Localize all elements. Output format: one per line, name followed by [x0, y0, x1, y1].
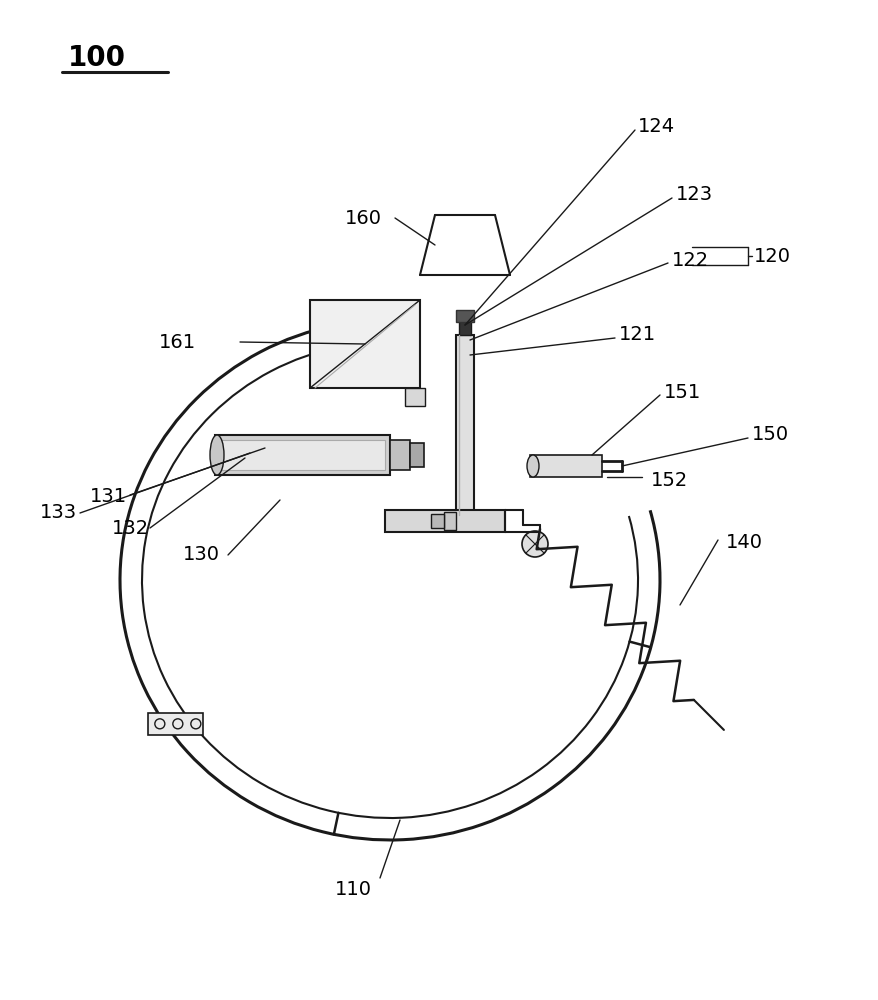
Bar — [385, 510, 505, 532]
Bar — [529, 455, 601, 477]
Text: 152: 152 — [651, 471, 687, 489]
Text: 133: 133 — [40, 504, 77, 522]
Text: 160: 160 — [344, 209, 382, 228]
Bar — [405, 388, 425, 406]
Bar — [456, 310, 473, 322]
Text: 100: 100 — [68, 44, 126, 72]
Ellipse shape — [527, 455, 538, 477]
Bar — [409, 443, 423, 467]
Text: 151: 151 — [663, 382, 701, 401]
Bar — [310, 300, 420, 388]
Text: 132: 132 — [112, 518, 149, 538]
Bar — [148, 713, 203, 735]
Circle shape — [522, 531, 547, 557]
Text: 161: 161 — [159, 332, 196, 352]
Text: 150: 150 — [752, 426, 788, 444]
Text: 121: 121 — [618, 326, 655, 344]
Bar — [456, 335, 473, 515]
Text: 140: 140 — [725, 532, 762, 552]
Text: 123: 123 — [675, 186, 712, 205]
Ellipse shape — [210, 435, 224, 475]
Bar — [430, 514, 443, 528]
Text: 120: 120 — [753, 246, 790, 265]
Bar — [220, 440, 385, 470]
Text: 110: 110 — [335, 880, 371, 899]
Text: 122: 122 — [672, 250, 709, 269]
Text: 124: 124 — [637, 117, 674, 136]
Text: 131: 131 — [90, 488, 127, 506]
Bar — [390, 440, 409, 470]
Bar — [443, 512, 456, 530]
Bar — [215, 435, 390, 475]
Bar — [458, 320, 471, 335]
Text: 130: 130 — [183, 546, 220, 564]
